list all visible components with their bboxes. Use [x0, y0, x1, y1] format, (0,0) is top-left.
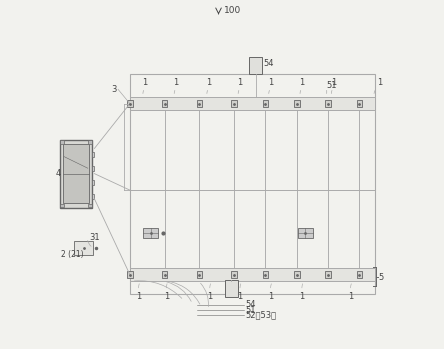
Text: 51: 51 — [326, 81, 337, 90]
Bar — [357, 100, 362, 107]
Text: 1: 1 — [238, 292, 243, 300]
Bar — [88, 140, 91, 143]
Bar — [60, 140, 64, 143]
Bar — [92, 194, 95, 199]
Bar — [357, 271, 362, 279]
Text: 3: 3 — [111, 85, 117, 94]
Bar — [127, 271, 133, 279]
Bar — [92, 180, 95, 185]
Bar — [88, 204, 91, 207]
Text: 1: 1 — [206, 78, 211, 87]
Bar — [162, 100, 167, 107]
Bar — [92, 152, 95, 157]
Text: 1: 1 — [299, 78, 305, 87]
Bar — [298, 228, 313, 238]
Bar — [162, 271, 167, 279]
Bar — [231, 271, 237, 279]
Bar — [294, 271, 300, 279]
Bar — [263, 271, 268, 279]
Bar — [130, 268, 375, 281]
Bar — [294, 100, 300, 107]
Bar — [60, 204, 64, 207]
Text: 1: 1 — [142, 78, 147, 87]
Bar — [63, 144, 89, 203]
Bar — [74, 240, 93, 255]
Bar — [325, 271, 331, 279]
Bar — [92, 166, 95, 171]
Text: 1: 1 — [136, 292, 141, 300]
Bar — [263, 100, 268, 107]
Text: 1: 1 — [238, 78, 243, 87]
Bar — [130, 74, 375, 295]
Bar — [197, 100, 202, 107]
Bar — [60, 140, 92, 208]
Text: 1: 1 — [348, 292, 353, 300]
Bar — [143, 228, 159, 238]
Bar — [231, 100, 237, 107]
Bar — [325, 100, 331, 107]
Text: 1: 1 — [164, 292, 169, 300]
Text: 2 (21): 2 (21) — [61, 250, 84, 259]
Bar — [130, 97, 375, 110]
Text: 31: 31 — [89, 233, 100, 242]
Bar — [127, 100, 133, 107]
Text: 1: 1 — [207, 292, 213, 300]
Text: 5: 5 — [378, 273, 384, 282]
Text: 52（53）: 52（53） — [246, 311, 277, 320]
Text: 1: 1 — [268, 292, 274, 300]
Text: 1: 1 — [299, 292, 305, 300]
Bar — [225, 280, 238, 297]
Text: 1: 1 — [377, 78, 382, 87]
Text: 51: 51 — [246, 306, 256, 314]
Text: 54: 54 — [246, 300, 256, 309]
Text: 1: 1 — [268, 78, 274, 87]
Bar — [249, 57, 262, 74]
Bar — [197, 271, 202, 279]
Text: 54: 54 — [264, 59, 274, 68]
Text: 1: 1 — [331, 78, 336, 87]
Text: 4: 4 — [56, 169, 61, 178]
Text: 1: 1 — [174, 78, 179, 87]
Text: 100: 100 — [224, 6, 241, 15]
